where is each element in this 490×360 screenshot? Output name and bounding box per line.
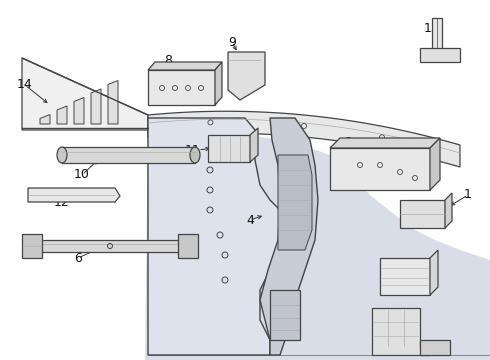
Polygon shape bbox=[74, 98, 84, 124]
Text: 7: 7 bbox=[401, 269, 409, 282]
Text: 14: 14 bbox=[17, 78, 33, 91]
Polygon shape bbox=[400, 200, 445, 228]
Polygon shape bbox=[430, 138, 440, 190]
Polygon shape bbox=[330, 138, 440, 148]
Polygon shape bbox=[250, 128, 258, 162]
Polygon shape bbox=[278, 155, 312, 250]
Text: 6: 6 bbox=[74, 252, 82, 265]
Ellipse shape bbox=[57, 147, 67, 163]
Polygon shape bbox=[57, 106, 67, 124]
Polygon shape bbox=[28, 188, 120, 202]
Text: 1: 1 bbox=[464, 189, 472, 202]
Text: 13: 13 bbox=[424, 22, 440, 35]
Text: 2: 2 bbox=[344, 135, 352, 148]
Polygon shape bbox=[62, 147, 195, 163]
Polygon shape bbox=[420, 340, 450, 355]
Polygon shape bbox=[178, 234, 198, 258]
Text: 11: 11 bbox=[185, 144, 201, 157]
Polygon shape bbox=[148, 118, 295, 355]
Text: 8: 8 bbox=[164, 54, 172, 67]
Text: 4: 4 bbox=[246, 213, 254, 226]
Text: 9: 9 bbox=[228, 36, 236, 49]
Polygon shape bbox=[228, 52, 265, 100]
Text: 12: 12 bbox=[54, 195, 70, 208]
Text: 5: 5 bbox=[396, 311, 404, 324]
Polygon shape bbox=[430, 250, 438, 295]
Polygon shape bbox=[432, 18, 442, 50]
Polygon shape bbox=[91, 89, 101, 124]
Polygon shape bbox=[148, 111, 460, 167]
Polygon shape bbox=[330, 148, 430, 190]
Text: 10: 10 bbox=[74, 168, 90, 181]
Polygon shape bbox=[260, 118, 318, 355]
Polygon shape bbox=[148, 70, 215, 105]
Polygon shape bbox=[372, 308, 430, 355]
Polygon shape bbox=[215, 62, 222, 105]
Polygon shape bbox=[108, 81, 118, 124]
Polygon shape bbox=[22, 234, 42, 258]
Polygon shape bbox=[445, 193, 452, 228]
Polygon shape bbox=[208, 135, 250, 162]
Polygon shape bbox=[270, 290, 300, 340]
Polygon shape bbox=[420, 48, 460, 62]
Polygon shape bbox=[40, 114, 50, 124]
Text: 3: 3 bbox=[412, 207, 420, 220]
Polygon shape bbox=[22, 58, 148, 130]
Polygon shape bbox=[40, 240, 180, 252]
Polygon shape bbox=[145, 118, 490, 360]
Polygon shape bbox=[148, 62, 222, 70]
Polygon shape bbox=[380, 258, 430, 295]
Ellipse shape bbox=[190, 147, 200, 163]
